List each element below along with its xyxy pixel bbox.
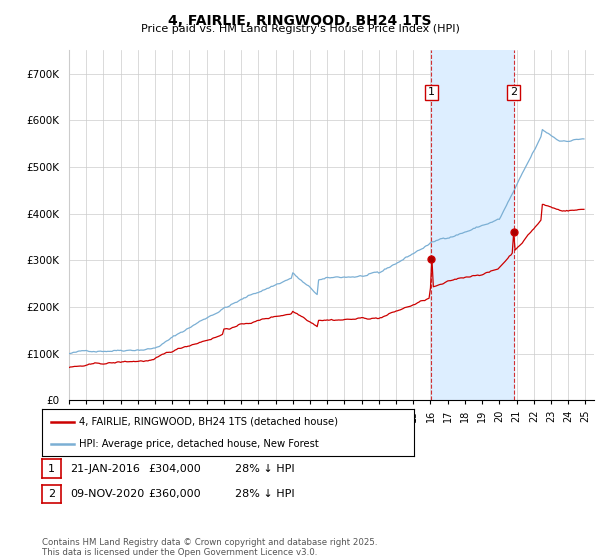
Text: £360,000: £360,000 xyxy=(148,489,201,499)
Text: 1: 1 xyxy=(48,464,55,474)
Text: 28% ↓ HPI: 28% ↓ HPI xyxy=(235,489,295,499)
Text: 09-NOV-2020: 09-NOV-2020 xyxy=(70,489,145,499)
Text: £304,000: £304,000 xyxy=(148,464,201,474)
Text: 2: 2 xyxy=(510,87,517,97)
Text: 1: 1 xyxy=(428,87,435,97)
Text: 4, FAIRLIE, RINGWOOD, BH24 1TS (detached house): 4, FAIRLIE, RINGWOOD, BH24 1TS (detached… xyxy=(79,417,338,427)
Text: Contains HM Land Registry data © Crown copyright and database right 2025.
This d: Contains HM Land Registry data © Crown c… xyxy=(42,538,377,557)
Bar xyxy=(431,50,514,400)
Text: HPI: Average price, detached house, New Forest: HPI: Average price, detached house, New … xyxy=(79,438,319,449)
Text: 4, FAIRLIE, RINGWOOD, BH24 1TS: 4, FAIRLIE, RINGWOOD, BH24 1TS xyxy=(168,14,432,28)
Text: 2: 2 xyxy=(48,489,55,499)
Text: 28% ↓ HPI: 28% ↓ HPI xyxy=(235,464,295,474)
Text: Price paid vs. HM Land Registry's House Price Index (HPI): Price paid vs. HM Land Registry's House … xyxy=(140,24,460,34)
Text: 21-JAN-2016: 21-JAN-2016 xyxy=(70,464,140,474)
